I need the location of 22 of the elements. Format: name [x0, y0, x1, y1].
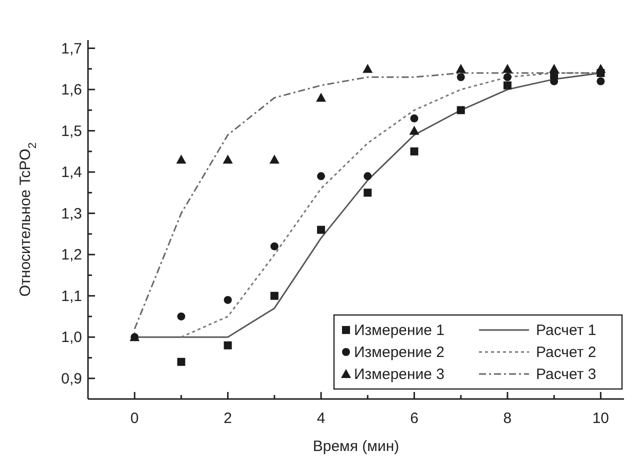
x-tick-label: 4 — [316, 410, 326, 427]
x-tick-label: 6 — [410, 410, 418, 427]
y-tick-label: 1,7 — [61, 40, 82, 58]
x-tick-label: 8 — [503, 410, 512, 427]
x-tick-label: 0 — [130, 410, 139, 427]
legend-label: Расчет 3 — [536, 366, 596, 383]
y-tick-label: 1,6 — [61, 82, 82, 99]
y-tick-label: 1,4 — [61, 164, 82, 182]
y-tick-label: 0,9 — [61, 370, 82, 388]
y-tick-label: 1,1 — [61, 288, 82, 305]
legend-label: Измерение 3 — [354, 366, 445, 383]
x-tick-label: 2 — [224, 410, 232, 427]
y-tick-label: 1,2 — [61, 246, 82, 264]
x-tick-label: 10 — [592, 410, 610, 427]
y-tick-label: 1,3 — [61, 205, 82, 222]
legend-label: Расчет 1 — [536, 322, 596, 339]
y-tick-label: 1,0 — [61, 329, 82, 346]
legend-label: Измерение 1 — [354, 322, 445, 339]
x-axis-title: Время (мин) — [312, 438, 400, 455]
legend-label: Расчет 2 — [536, 344, 596, 361]
legend-label: Измерение 2 — [354, 344, 445, 361]
y-tick-label: 1,5 — [61, 122, 82, 140]
